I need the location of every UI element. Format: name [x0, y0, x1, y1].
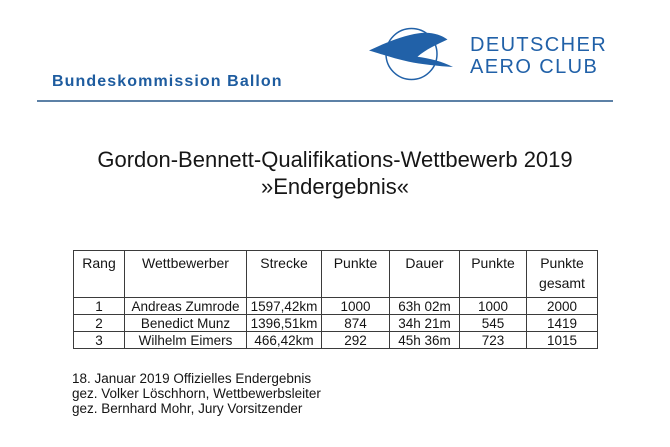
page-title-line1: Gordon-Bennett-Qualifikations-Wettbewerb…	[97, 147, 573, 172]
column-header-wettbewerber: Wettbewerber	[124, 250, 247, 298]
page-title-line2: »Endergebnis«	[260, 174, 409, 199]
table-cell: 2000	[526, 297, 598, 315]
table-cell: 1000	[321, 297, 390, 315]
table-cell: 1000	[459, 297, 527, 315]
logo-wordmark-line1: DEUTSCHER	[470, 34, 608, 56]
table-row: 1 Andreas Zumrode 1597,42km 1000 63h 02m 1000…	[73, 297, 598, 315]
table-row: 2 Benedict Munz 1396,51km 874 34h 21m 545 1419	[73, 314, 598, 332]
column-header-rang: Rang	[73, 250, 125, 298]
table-cell: 292	[321, 331, 390, 349]
table-cell: 545	[459, 314, 527, 332]
table-cell: 723	[459, 331, 527, 349]
table-cell: Wilhelm Eimers	[124, 331, 247, 349]
table-row: 3 Wilhelm Eimers 466,42km 292 45h 36m 723 1015	[73, 331, 598, 349]
table-cell: 63h 02m	[389, 297, 460, 315]
table-cell: 34h 21m	[389, 314, 460, 332]
results-body: 1 Andreas Zumrode 1597,42km 1000 63h 02m 1000…	[73, 297, 598, 349]
table-cell: 3	[73, 331, 125, 349]
logo-wordmark-line2: AERO CLUB	[470, 56, 599, 78]
results-table: Rang Wettbewerber Strecke Punkte Dauer P…	[73, 250, 598, 349]
table-cell: 1419	[526, 314, 598, 332]
table-header-row: Rang Wettbewerber Strecke Punkte Dauer P…	[73, 250, 598, 298]
column-header-punkte-gesamt: Punkte gesamt	[526, 250, 598, 298]
column-header-strecke: Strecke	[246, 250, 322, 298]
aero-club-bird-logo-icon	[369, 27, 453, 81]
table-cell: 1597,42km	[246, 297, 322, 315]
column-header-punkte-strecke: Punkte	[321, 250, 390, 298]
table-cell: 466,42km	[246, 331, 322, 349]
table-cell: 874	[321, 314, 390, 332]
footer-line-jury: gez. Bernhard Mohr, Jury Vorsitzender	[72, 401, 303, 416]
table-cell: 1396,51km	[246, 314, 322, 332]
page-title: Gordon-Bennett-Qualifikations-Wettbewerb…	[0, 146, 670, 200]
footer-line-date: 18. Januar 2019 Offizielles Endergebnis	[72, 371, 312, 386]
column-header-punkte-dauer: Punkte	[459, 250, 527, 298]
signature-block: 18. Januar 2019 Offizielles Endergebnis …	[72, 371, 321, 416]
table-cell: 45h 36m	[389, 331, 460, 349]
table-cell: 1015	[526, 331, 598, 349]
table-cell: Benedict Munz	[124, 314, 247, 332]
logo-wordmark: DEUTSCHER AERO CLUB	[470, 34, 607, 78]
letterhead-divider	[37, 100, 613, 102]
table-cell: 2	[73, 314, 125, 332]
brand-name: Bundeskommission Ballon	[52, 73, 283, 90]
table-cell: 1	[73, 297, 125, 315]
table-cell: Andreas Zumrode	[124, 297, 247, 315]
column-header-dauer: Dauer	[389, 250, 460, 298]
footer-line-wettbewerbsleiter: gez. Volker Löschhorn, Wettbewerbsleiter	[72, 386, 321, 401]
